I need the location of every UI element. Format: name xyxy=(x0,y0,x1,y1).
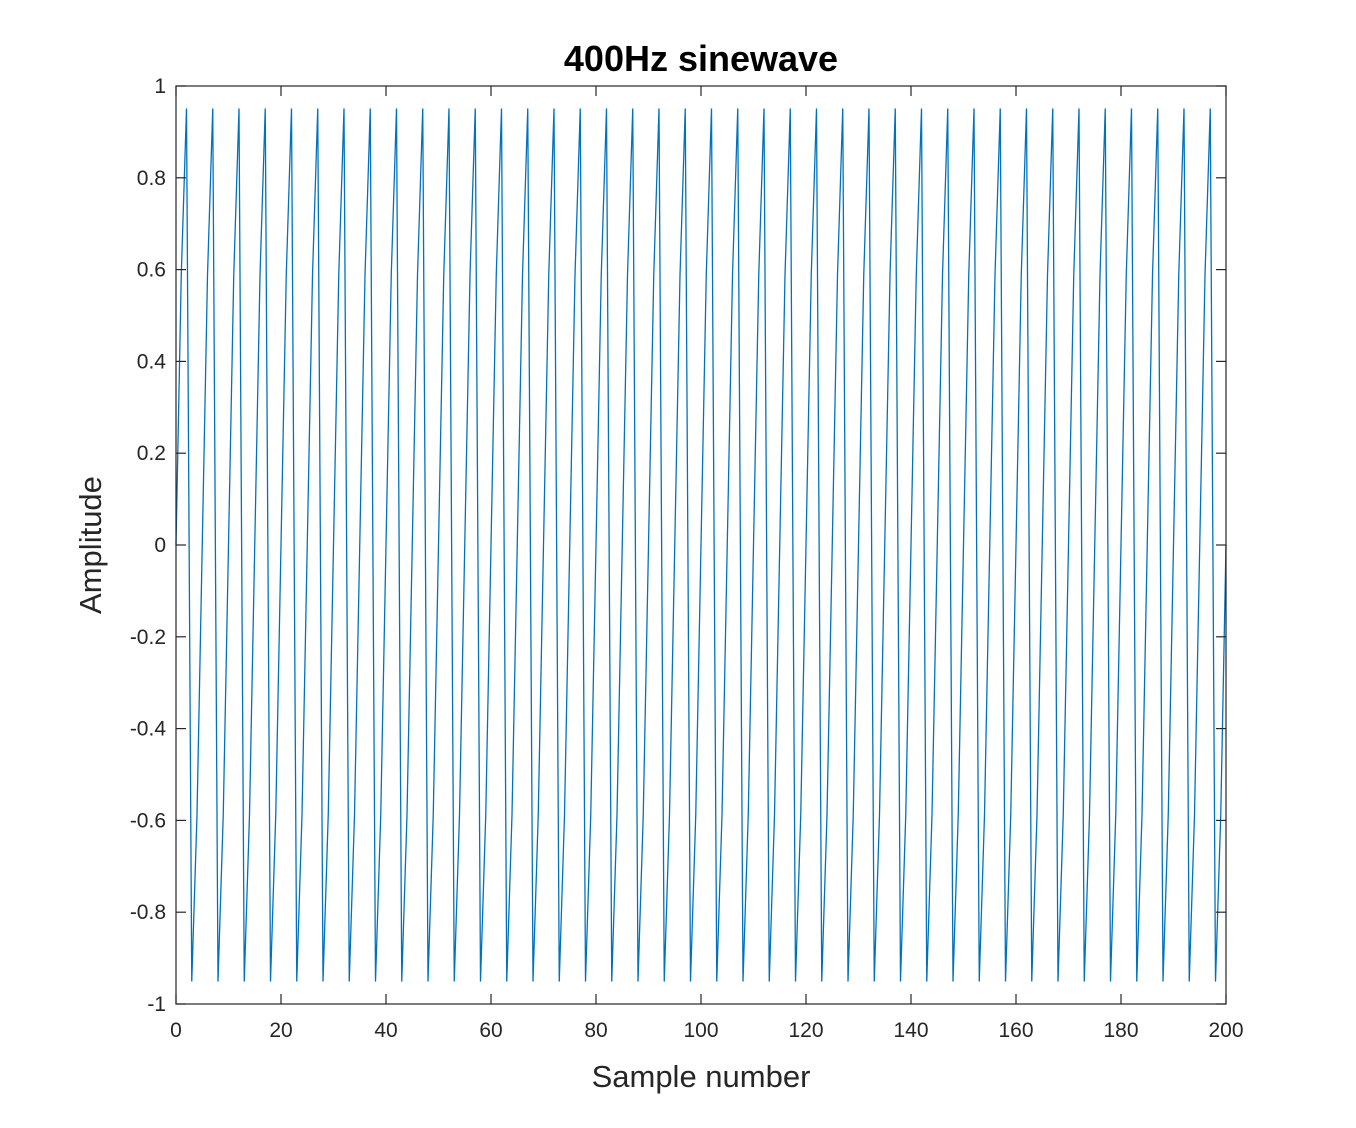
x-tick-label: 160 xyxy=(998,1019,1033,1042)
x-tick-label: 120 xyxy=(788,1019,823,1042)
x-tick-label: 140 xyxy=(893,1019,928,1042)
y-tick-label: 1 xyxy=(154,75,166,98)
x-axis-label: Sample number xyxy=(592,1059,811,1094)
x-tick-label: 180 xyxy=(1103,1019,1138,1042)
chart-title: 400Hz sinewave xyxy=(564,38,838,79)
y-tick-label: 0 xyxy=(154,534,166,557)
y-tick-label: -0.4 xyxy=(130,718,167,741)
x-tick-label: 20 xyxy=(269,1019,292,1042)
x-tick-label: 100 xyxy=(683,1019,718,1042)
x-tick-label: 60 xyxy=(479,1019,502,1042)
x-axis: 0 20 40 60 80 100 120 140 160 180 200 xyxy=(170,86,1244,1042)
y-tick-label: -0.8 xyxy=(130,901,166,924)
y-tick-label: -0.2 xyxy=(130,626,166,649)
x-tick-label: 80 xyxy=(584,1019,607,1042)
y-tick-label: 0.4 xyxy=(137,350,167,373)
y-tick-label: -1 xyxy=(147,993,166,1016)
series-line-0 xyxy=(175,108,1227,982)
y-axis-label: Amplitude xyxy=(73,476,108,614)
x-tick-label: 0 xyxy=(170,1019,182,1042)
y-tick-label: 0.6 xyxy=(137,259,166,282)
y-axis: -1 -0.8 -0.6 -0.4 -0.2 0 0.2 0.4 0.6 0.8 1 xyxy=(130,75,1226,1016)
y-tick-label: -0.6 xyxy=(130,809,166,832)
y-tick-label: 0.8 xyxy=(137,167,166,190)
series-layer xyxy=(175,108,1227,982)
x-tick-label: 40 xyxy=(374,1019,397,1042)
y-tick-label: 0.2 xyxy=(137,442,166,465)
x-tick-label: 200 xyxy=(1208,1019,1243,1042)
